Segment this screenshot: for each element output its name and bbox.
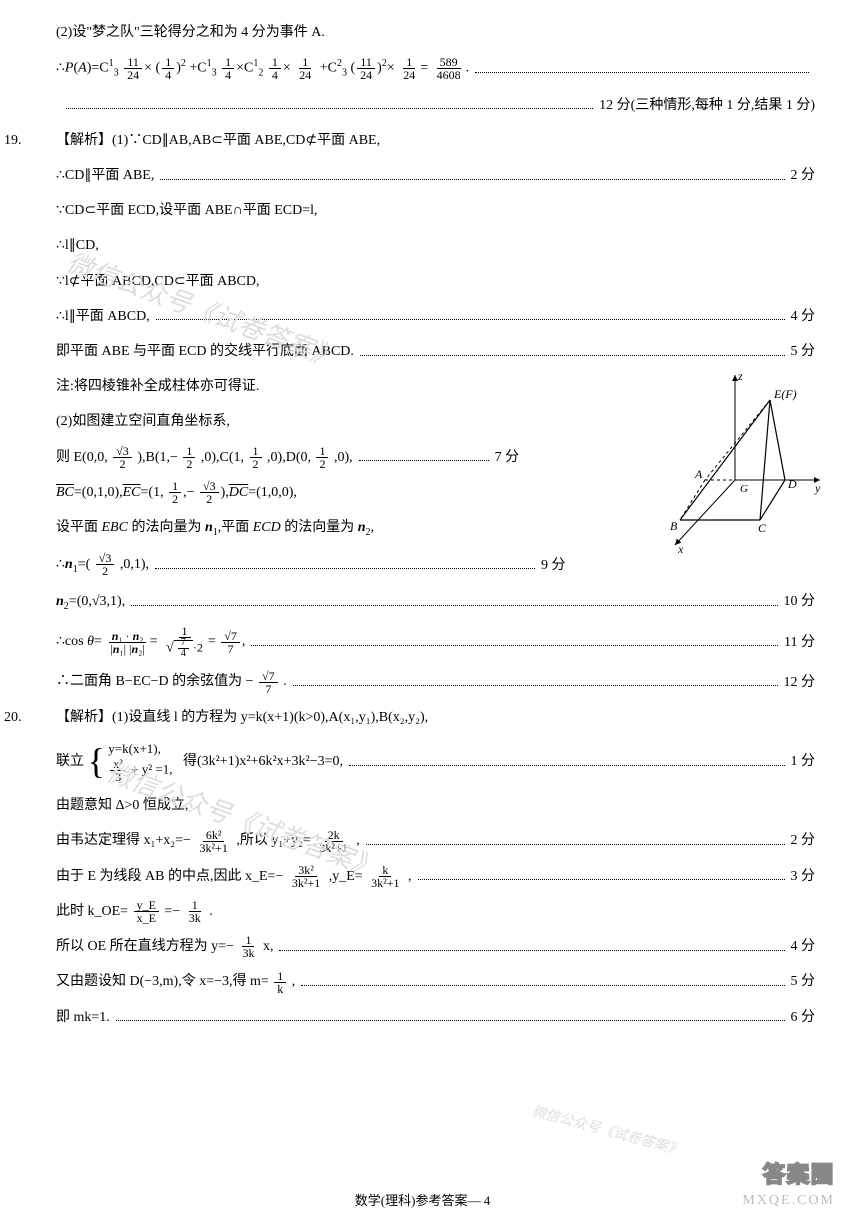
q20-l8: 又由题设知 D(−3,m),令 x=−3,得 m= 1k , 5 分 <box>30 969 815 994</box>
coordinate-diagram: z y x E(F) A B C D G <box>640 370 825 555</box>
score: 1 分 <box>791 749 816 774</box>
y-label: y <box>814 481 821 495</box>
text: 联立 { y=k(x+1), x²3 + y² =1, 得(3k²+1)x²+6… <box>56 740 343 783</box>
q19-l15: ∴cos θ= n₁ · n₂|n₁| |n₂|= 1√74·2= √77, 1… <box>30 625 815 659</box>
q19-l1: 19. 【解析】(1)∵CD∥AB,AB⊂平面 ABE,CD⊄平面 ABE, <box>30 128 815 153</box>
ef-label: E(F) <box>773 387 797 401</box>
dots <box>475 65 809 73</box>
text: ∵CD⊂平面 ECD,设平面 ABE∩平面 ECD=l, <box>56 198 317 223</box>
text: 由韦达定理得 x₁+x₂=− 6k²3k²+1 ,所以 y₁+y₂= 2k3k²… <box>56 828 360 853</box>
score: 7 分 <box>495 445 520 470</box>
score: 2 分 <box>791 828 816 853</box>
text: 由于 E 为线段 AB 的中点,因此 x_E=− 3k²3k²+1 ,y_E= … <box>56 864 412 889</box>
text: 所以 OE 所在直线方程为 y=− 13k x, <box>56 934 273 959</box>
text: n2=(0,√3,1), <box>56 589 125 616</box>
q19-l16: ∴二面角 B−EC−D 的余弦值为 − √77 . 12 分 <box>30 669 815 694</box>
c-label: C <box>758 521 767 535</box>
score: 10 分 <box>784 589 816 614</box>
watermark-3: 微信公众号《试卷答案》 <box>530 1100 684 1159</box>
g-label: G <box>740 483 748 495</box>
q19-l14: n2=(0,√3,1), 10 分 <box>30 589 815 616</box>
q20-l9: 即 mk=1. 6 分 <box>30 1005 815 1030</box>
text: ∴l∥平面 ABCD, <box>56 304 150 329</box>
q20-number: 20. <box>4 705 22 730</box>
q20-l1: 20. 【解析】(1)设直线 l 的方程为 y=k(x+1)(k>0),A(x₁… <box>30 705 815 730</box>
q20-l7: 所以 OE 所在直线方程为 y=− 13k x, 4 分 <box>30 934 815 959</box>
a-label: A <box>694 467 703 481</box>
text: 即平面 ABE 与平面 ECD 的交线平行底面 ABCD. <box>56 339 354 364</box>
score: 5 分 <box>791 339 816 364</box>
q19-l2: ∴CD∥平面 ABE, 2 分 <box>30 163 815 188</box>
logo-text: 答案圈 <box>763 1157 835 1189</box>
score: 2 分 <box>791 163 816 188</box>
text: 此时 k_OE= y_Ex_E =− 13k . <box>56 899 213 924</box>
q20-l3: 由题意知 Δ>0 恒成立, <box>30 793 815 818</box>
q19-l7: 即平面 ABE 与平面 ECD 的交线平行底面 ABCD. 5 分 <box>30 339 815 364</box>
text: 设平面 EBC 的法向量为 n1,平面 ECD 的法向量为 n2, <box>56 515 374 542</box>
text: (2)设"梦之队"三轮得分之和为 4 分为事件 A. <box>56 20 325 45</box>
q20-l6: 此时 k_OE= y_Ex_E =− 13k . <box>30 899 815 924</box>
score: 4 分 <box>791 934 816 959</box>
q18-p2-formula: ∴P(A)=C13 1124× (14)2 +C13 14×C12 14× 12… <box>30 55 815 82</box>
logo-url: MXQE.COM <box>742 1193 835 1209</box>
text: 即 mk=1. <box>56 1005 110 1030</box>
tag: 【解析】 <box>56 133 112 148</box>
z-label: z <box>737 370 743 383</box>
text: (2)如图建立空间直角坐标系, <box>56 409 230 434</box>
q19-l5: ∵l⊄平面 ABCD,CD⊂平面 ABCD, <box>30 269 815 294</box>
text: (1)设直线 l 的方程为 y=k(x+1)(k>0),A(x₁,y₁),B(x… <box>112 710 428 725</box>
text: ∴CD∥平面 ABE, <box>56 163 154 188</box>
score: 3 分 <box>791 864 816 889</box>
q20-l5: 由于 E 为线段 AB 的中点,因此 x_E=− 3k²3k²+1 ,y_E= … <box>30 864 815 889</box>
text: ∵l⊄平面 ABCD,CD⊂平面 ABCD, <box>56 269 260 294</box>
q19-l13: ∴n1=( √32 ,0,1), 9 分 <box>30 552 815 579</box>
q19-l4: ∴l∥CD, <box>30 233 815 258</box>
text: ∴l∥CD, <box>56 233 99 258</box>
score: 4 分 <box>791 304 816 329</box>
q20-l4: 由韦达定理得 x₁+x₂=− 6k²3k²+1 ,所以 y₁+y₂= 2k3k²… <box>30 828 815 853</box>
formula: ∴P(A)=C13 1124× (14)2 +C13 14×C12 14× 12… <box>56 55 469 82</box>
q20-l2: 联立 { y=k(x+1), x²3 + y² =1, 得(3k²+1)x²+6… <box>30 740 815 783</box>
text: 又由题设知 D(−3,m),令 x=−3,得 m= 1k , <box>56 969 295 994</box>
d-label: D <box>787 477 797 491</box>
score: 12 分(三种情形,每种 1 分,结果 1 分) <box>599 93 815 118</box>
score: 6 分 <box>791 1005 816 1030</box>
q19-l6: ∴l∥平面 ABCD, 4 分 <box>30 304 815 329</box>
text: ∴n1=( √32 ,0,1), <box>56 552 149 579</box>
tag: 【解析】 <box>56 710 112 725</box>
q18-p2-intro: (2)设"梦之队"三轮得分之和为 4 分为事件 A. <box>30 20 815 45</box>
page-footer: 数学(理科)参考答案— 4 <box>0 1190 845 1209</box>
text: 注:将四棱锥补全成柱体亦可得证. <box>56 374 259 399</box>
q19-number: 19. <box>4 128 22 153</box>
score: 5 分 <box>791 969 816 994</box>
text: 则 E(0,0, √32 ),B(1,− 12 ,0),C(1, 12 ,0),… <box>56 445 353 470</box>
score: 9 分 <box>541 553 566 578</box>
score: 12 分 <box>784 670 816 695</box>
b-label: B <box>670 519 678 533</box>
text: BC=(0,1,0),EC=(1, 12,− √32),DC=(1,0,0), <box>56 480 297 505</box>
text: 由题意知 Δ>0 恒成立, <box>56 793 188 818</box>
dots <box>66 101 594 109</box>
x-label: x <box>677 542 684 555</box>
text: (1)∵CD∥AB,AB⊂平面 ABE,CD⊄平面 ABE, <box>112 133 380 148</box>
q19-l3: ∵CD⊂平面 ECD,设平面 ABE∩平面 ECD=l, <box>30 198 815 223</box>
q18-score12: . 12 分(三种情形,每种 1 分,结果 1 分) <box>30 93 815 118</box>
score: 11 分 <box>784 630 815 655</box>
text: ∴cos θ= n₁ · n₂|n₁| |n₂|= 1√74·2= √77, <box>56 625 245 659</box>
text: ∴二面角 B−EC−D 的余弦值为 − √77 . <box>56 669 287 694</box>
